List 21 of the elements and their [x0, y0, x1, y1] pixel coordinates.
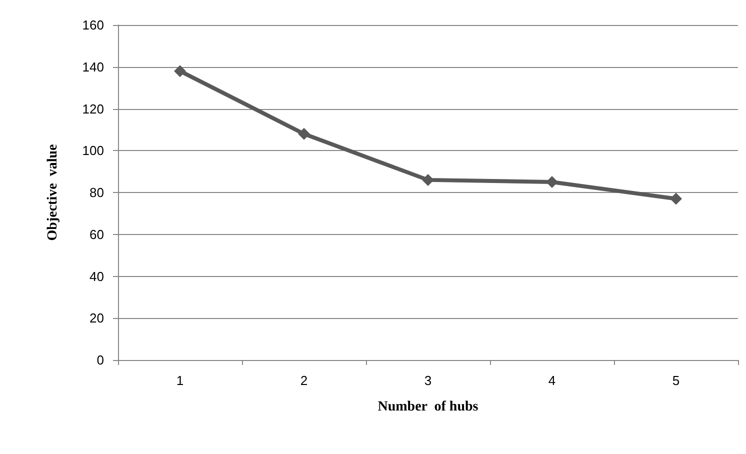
x-tick-label: 2	[300, 373, 308, 388]
x-tick-label: 1	[176, 373, 184, 388]
y-tick-label: 60	[90, 226, 104, 242]
x-tick-label: 4	[548, 373, 556, 388]
point	[298, 128, 310, 140]
y-tick-label: 140	[82, 59, 104, 74]
x-axis-title: Number of hubs	[378, 400, 479, 414]
point	[670, 192, 682, 205]
y-tick-label: 160	[82, 18, 104, 32]
y-axis-title: Objective value	[46, 144, 60, 241]
y-tick-label: 0	[96, 352, 104, 368]
y-tick-label: 120	[82, 101, 104, 116]
x-tick-label: 5	[672, 373, 680, 388]
point	[174, 65, 186, 78]
y-tick-label: 20	[90, 310, 104, 326]
y-tick-label: 80	[90, 185, 104, 200]
point	[422, 174, 434, 186]
point	[546, 176, 558, 188]
y-tick-label: 40	[90, 268, 104, 284]
y-tick-label: 100	[82, 143, 104, 158]
x-tick-label: 3	[424, 373, 432, 388]
